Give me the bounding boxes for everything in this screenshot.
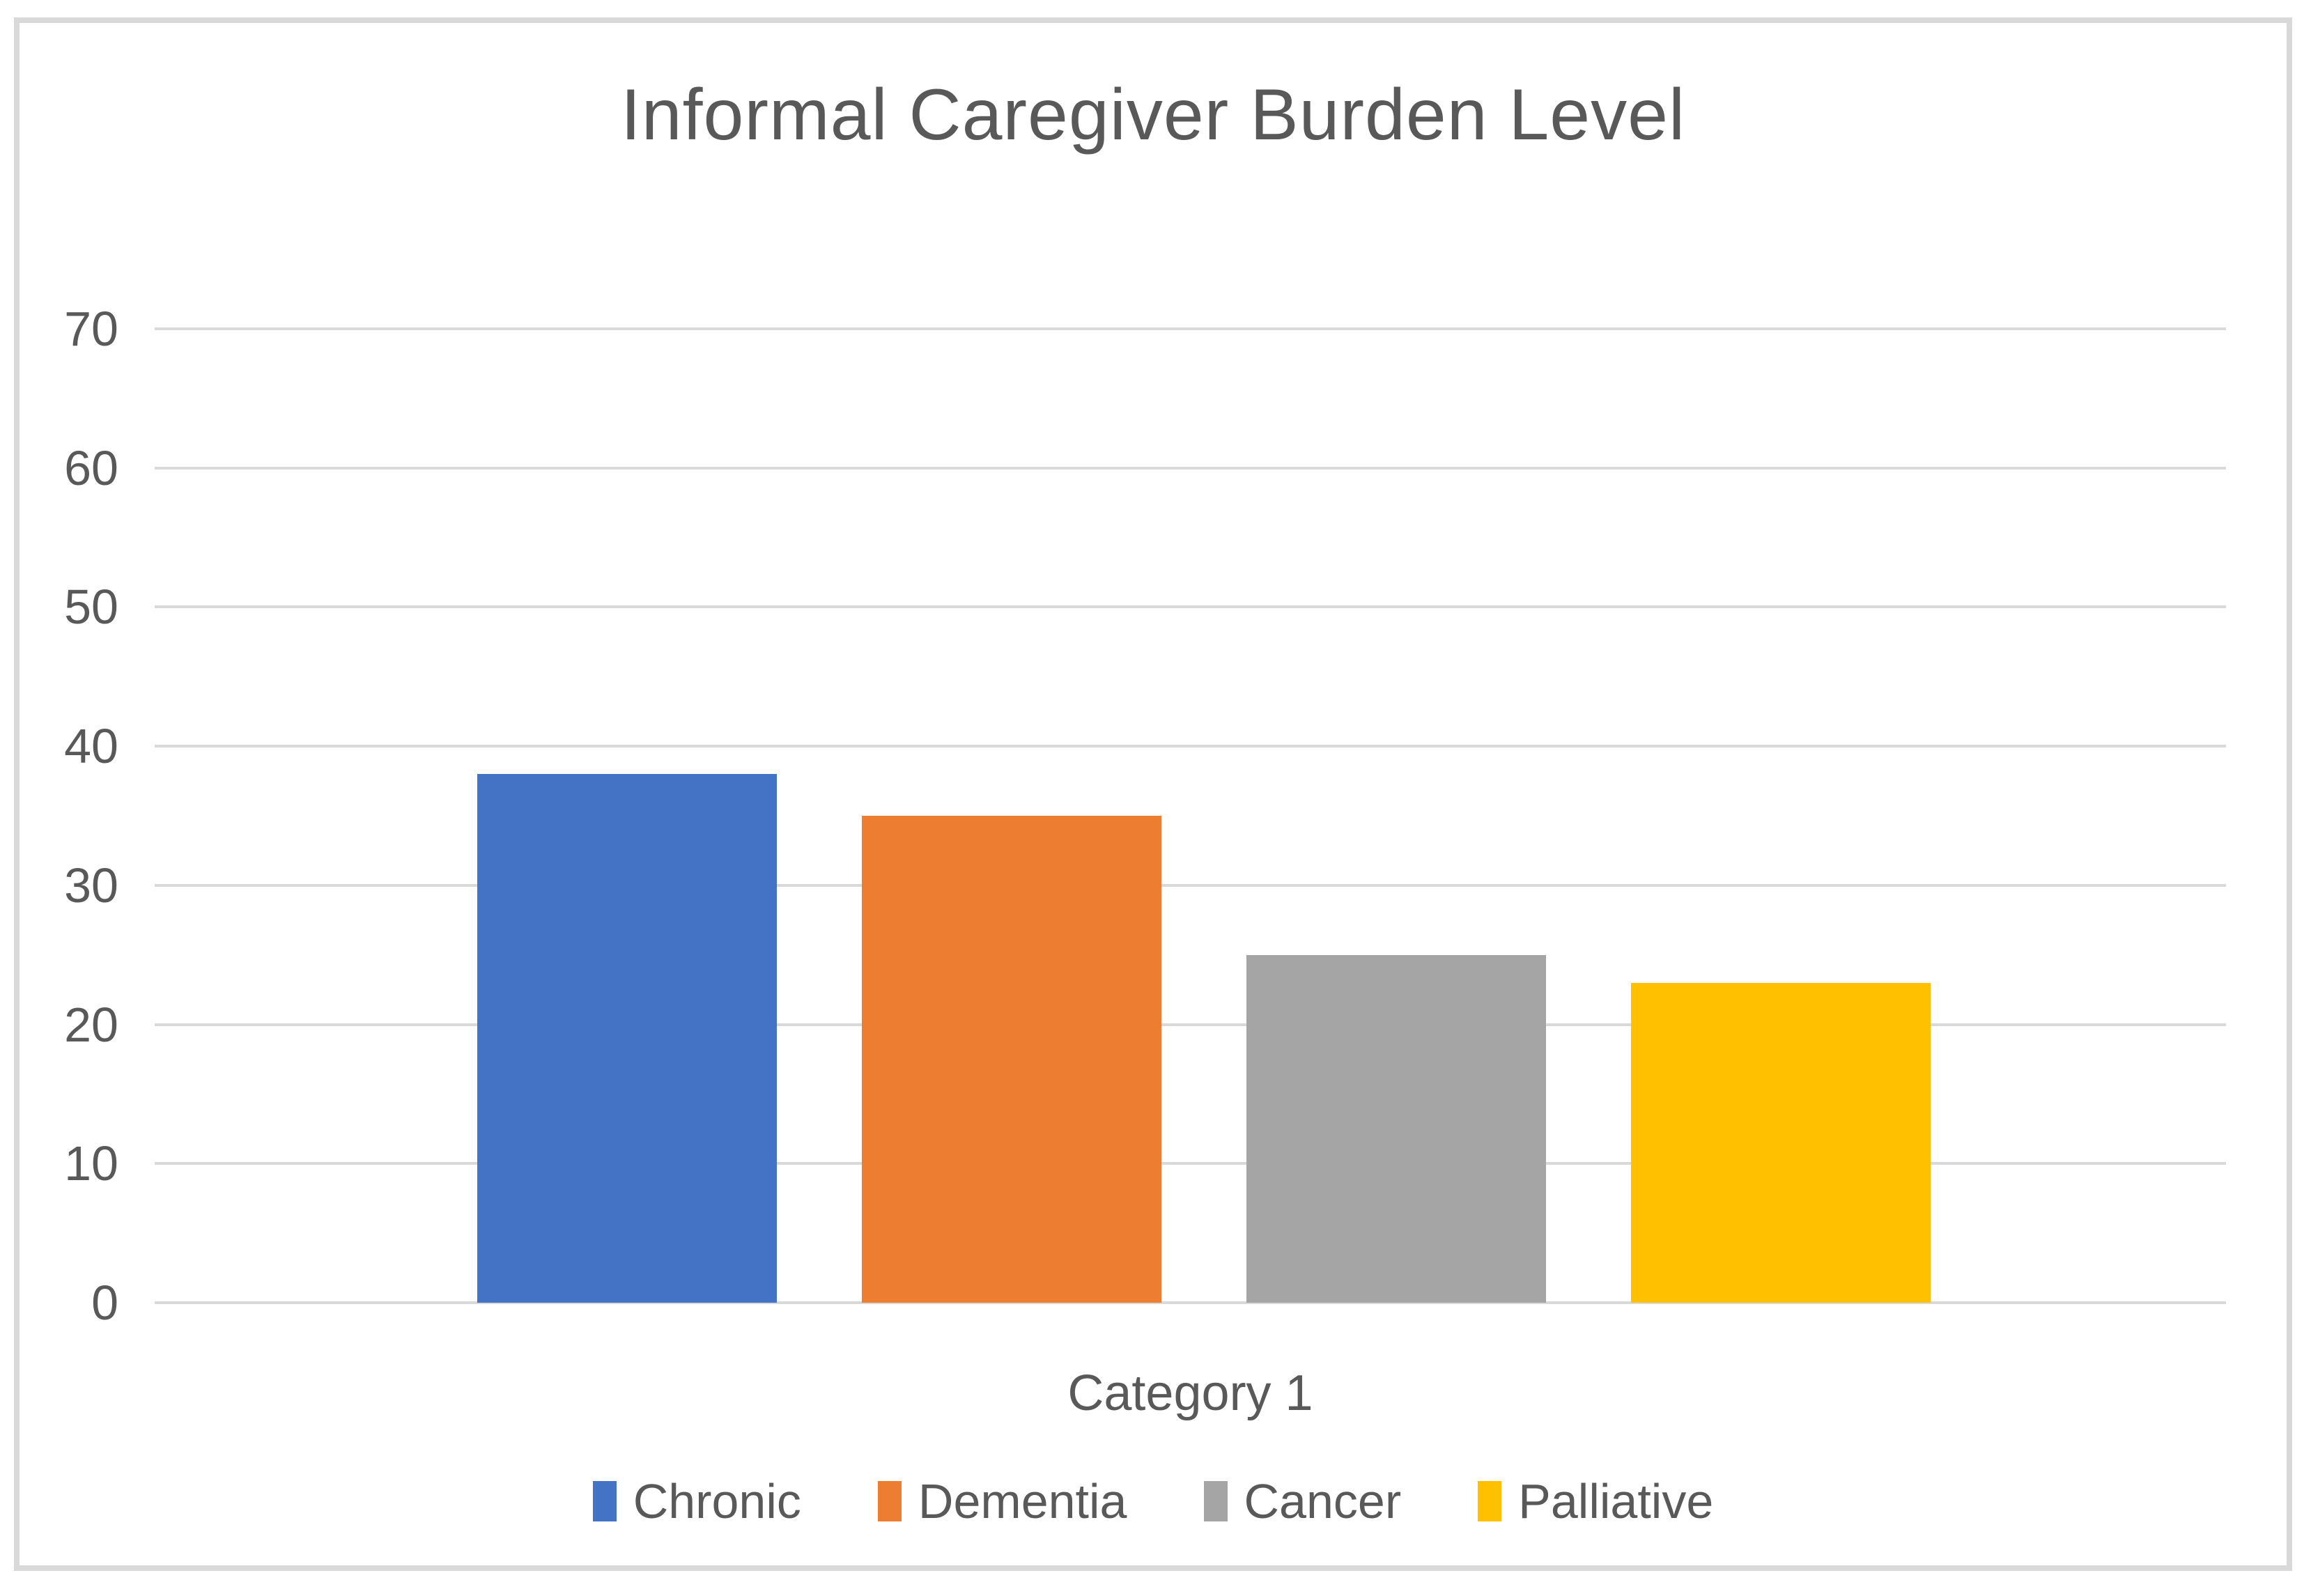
bar-dementia[interactable] bbox=[861, 816, 1161, 1303]
bar-chronic[interactable] bbox=[477, 774, 777, 1303]
y-tick-label-30: 30 bbox=[64, 858, 118, 913]
legend-item-palliative[interactable]: Palliative bbox=[1478, 1471, 1713, 1531]
y-tick-label-0: 0 bbox=[91, 1276, 118, 1330]
y-tick-label-50: 50 bbox=[64, 580, 118, 635]
gridline-10 bbox=[155, 1162, 2226, 1165]
gridline-60 bbox=[155, 466, 2226, 470]
gridline-20 bbox=[155, 1023, 2226, 1026]
legend-label-dementia: Dementia bbox=[918, 1474, 1127, 1528]
chart-container bbox=[14, 17, 2292, 1571]
y-tick-label-20: 20 bbox=[64, 997, 118, 1052]
gridline-70 bbox=[155, 327, 2226, 330]
x-axis-label: Category 1 bbox=[1067, 1365, 1313, 1421]
legend-swatch-dementia bbox=[877, 1481, 902, 1521]
chart-title: Informal Caregiver Burden Level bbox=[620, 75, 1686, 155]
legend: Chronic Dementia Cancer Palliative bbox=[14, 1471, 2292, 1531]
y-axis: 70 60 50 40 30 20 10 0 bbox=[21, 304, 118, 1327]
bar-palliative[interactable] bbox=[1631, 982, 1931, 1303]
gridline-40 bbox=[155, 745, 2226, 748]
y-tick-label-60: 60 bbox=[64, 440, 118, 495]
legend-item-chronic[interactable]: Chronic bbox=[592, 1471, 801, 1531]
legend-swatch-palliative bbox=[1478, 1481, 1502, 1521]
bar-cancer[interactable] bbox=[1246, 954, 1546, 1303]
legend-item-cancer[interactable]: Cancer bbox=[1203, 1471, 1402, 1531]
y-tick-label-40: 40 bbox=[64, 719, 118, 774]
gridline-30 bbox=[155, 883, 2226, 887]
y-tick-label-70: 70 bbox=[64, 302, 118, 356]
legend-swatch-cancer bbox=[1203, 1481, 1228, 1521]
legend-item-dementia[interactable]: Dementia bbox=[877, 1471, 1127, 1531]
gridline-50 bbox=[155, 605, 2226, 609]
plot-area bbox=[155, 327, 2226, 1304]
gridline-0 bbox=[155, 1301, 2226, 1304]
legend-label-chronic: Chronic bbox=[633, 1474, 801, 1528]
legend-label-cancer: Cancer bbox=[1244, 1474, 1402, 1528]
legend-swatch-chronic bbox=[592, 1481, 617, 1521]
y-tick-label-10: 10 bbox=[64, 1136, 118, 1191]
legend-label-palliative: Palliative bbox=[1518, 1474, 1714, 1528]
